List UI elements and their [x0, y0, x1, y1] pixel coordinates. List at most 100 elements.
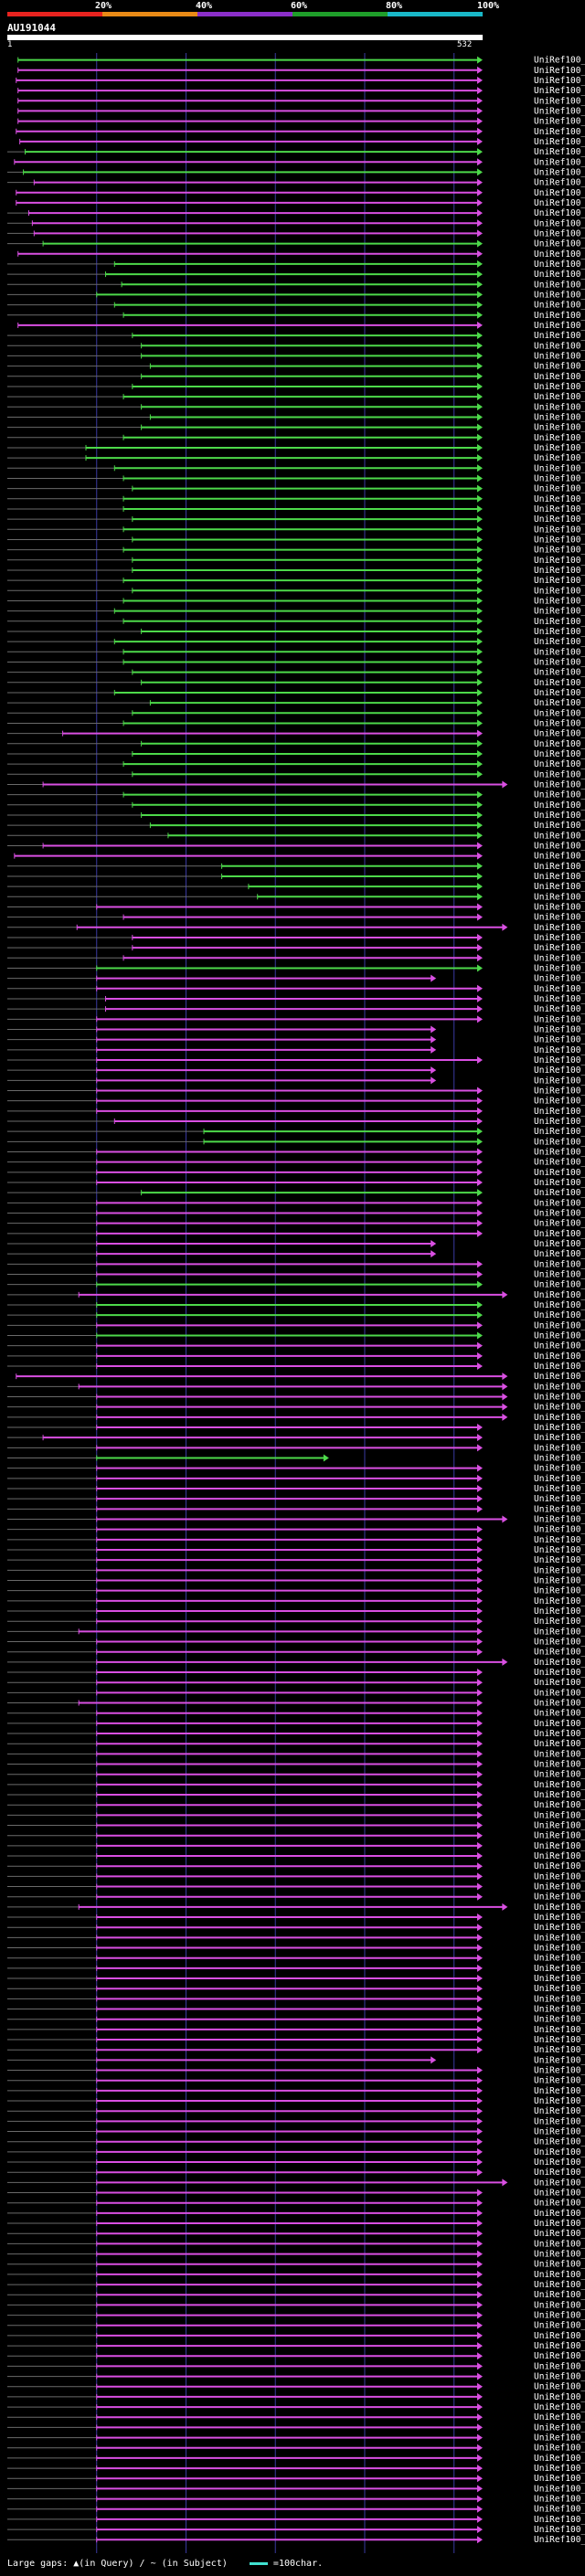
hit-row: UniRef100_A7SBH7 — [7, 2209, 585, 2219]
hit-arrow — [477, 1934, 483, 1942]
hit-arrow — [477, 1750, 483, 1758]
legend: Large gaps: ▲(in Query) / ~ (in Subject)… — [7, 2559, 323, 2570]
hit-arrow — [477, 382, 483, 390]
hit-arrow — [477, 1586, 483, 1595]
hit-label: UniRef100_C5LT09 — [534, 1688, 585, 1698]
hit-label: UniRef100_C4WSP9 — [534, 2361, 585, 2371]
hit-arrow — [477, 1596, 483, 1605]
hit-row: UniRef100_B9E004 — [7, 1709, 585, 1719]
hit-label: UniRef100_B8MWD6 — [534, 1229, 585, 1239]
hit-label: UniRef100_UP1000.. — [534, 311, 585, 321]
hit-label: UniRef100_B9E004 — [534, 1709, 585, 1719]
hit-arrow — [477, 1770, 483, 1778]
hit-label: UniRef100_C5GAM1 — [534, 1024, 585, 1034]
hit-arrow — [477, 249, 483, 258]
hit-arrow — [477, 2372, 483, 2380]
hit-row: UniRef100_UP1000.. — [7, 872, 585, 882]
hit-row: UniRef100_Q9VEP5 — [7, 2474, 585, 2484]
hit-arrow — [477, 229, 483, 238]
hit-arrow — [477, 1648, 483, 1656]
hit-label: UniRef100_A9TB69 — [534, 1586, 585, 1596]
hit-row: UniRef100_B5XFF3 — [7, 2321, 585, 2331]
hit-row: UniRef100_B6KEP3 — [16, 1372, 585, 1382]
hit-arrow — [477, 1087, 483, 1095]
hit-row: UniRef100_Q4P1B0 — [7, 790, 585, 800]
hit-row: UniRef100_Q29514 — [7, 423, 585, 433]
hit-row: UniRef100_Q4Z8P6 — [7, 1944, 585, 1954]
hit-arrow — [477, 883, 483, 891]
hit-label: UniRef100_UP1000.. — [534, 2300, 585, 2310]
hit-label: UniRef100_C0SG21 — [534, 974, 585, 984]
hit-arrow — [477, 1607, 483, 1616]
hit-row: UniRef100_C0PRX2 — [7, 688, 585, 698]
hit-arrow — [477, 2495, 483, 2503]
hit-row: UniRef100_B0X6E7 — [7, 1423, 585, 1433]
hit-row: UniRef100_A4D8D2 — [7, 2454, 585, 2464]
hit-arrow — [477, 739, 483, 747]
hit-arrow — [477, 443, 483, 451]
hit-label: UniRef100_Q7YIH6 — [534, 708, 585, 718]
hit-arrow — [477, 464, 483, 472]
hit-arrow — [477, 494, 483, 503]
hit-row: UniRef100_B6Q701 — [7, 953, 585, 963]
hit-row: UniRef100_C4WT28 — [7, 759, 585, 769]
hit-arrow — [477, 1229, 483, 1237]
hit-arrow — [477, 699, 483, 707]
hit-label: UniRef100_C0PRX2 — [534, 688, 585, 698]
hit-label: UniRef100_A0JE11 — [534, 2147, 585, 2157]
hit-row: UniRef100_UP1000.. — [7, 2106, 585, 2116]
hit-arrow — [477, 668, 483, 676]
hit-row: UniRef100_Q3UVY8 — [17, 96, 585, 106]
hit-label: UniRef100_A6J369 — [534, 607, 585, 617]
hit-arrow — [477, 1107, 483, 1115]
hit-label: UniRef100_UP1000.. — [534, 301, 585, 311]
hit-label: UniRef100_B6KJP6 — [534, 769, 585, 779]
hit-arrow — [477, 107, 483, 115]
legend-scale-swatch — [249, 2561, 268, 2565]
hit-arrow — [477, 504, 483, 513]
hit-arrow — [477, 239, 483, 248]
hit-label: UniRef100_C4WT28 — [534, 759, 585, 769]
hit-row: UniRef100_A9NZE5 — [7, 362, 585, 372]
hit-row: UniRef100_Q7QD36 — [7, 718, 585, 728]
hit-label: UniRef100_C0NQ37 — [534, 1045, 585, 1055]
hit-row: UniRef100_B4P888 — [7, 1464, 585, 1474]
hit-label: UniRef100_B0X6E7 — [534, 1423, 585, 1433]
hit-row: UniRef100_A1D3E1 — [7, 1168, 585, 1178]
hit-row: UniRef100_C3ZDD8 — [7, 280, 585, 290]
hit-label: UniRef100_C1GPQ1 — [534, 1004, 585, 1014]
hit-row: UniRef100_B4DM75 — [7, 178, 585, 188]
hit-row: UniRef100_Q0U7X6 — [7, 1239, 585, 1249]
hit-arrow — [477, 1892, 483, 1901]
hit-arrow — [477, 658, 483, 666]
hit-label: UniRef100_B3MJ01 — [534, 1362, 585, 1372]
hit-arrow — [477, 2352, 483, 2360]
hit-row: UniRef100_UP1000.. — [7, 2525, 585, 2535]
hit-row: UniRef100_B2B419 — [7, 1658, 585, 1668]
hit-row: UniRef100_C0SG21 — [7, 974, 585, 984]
hit-label: UniRef100_UP1000.. — [534, 2229, 585, 2239]
hit-label: UniRef100_C0S8N0 — [534, 994, 585, 1004]
hit-row: UniRef100_Q8L0H8 — [7, 1648, 585, 1658]
hit-label: UniRef100_B7FVR7 — [534, 841, 585, 851]
hit-row: UniRef100_B4FK54 — [7, 1454, 585, 1464]
hit-label: UniRef100_B8LVD7 — [534, 943, 585, 953]
hit-row: UniRef100_A9PFR9 — [7, 372, 585, 382]
scale-label-60: 60% — [291, 1, 308, 11]
hit-arrow — [502, 2178, 508, 2187]
hit-label: UniRef100_Q5ZL99 — [534, 2311, 585, 2321]
scale-label-100: 100% — [477, 1, 500, 11]
hit-label: UniRef100_B9SLJ5 — [534, 392, 585, 402]
hit-row: UniRef100_C5LIH4 — [7, 1290, 585, 1300]
hit-label: UniRef100_Q6GL21 — [534, 1790, 585, 1800]
hit-arrow — [477, 1689, 483, 1697]
hit-arrow — [477, 474, 483, 482]
hit-row: UniRef100_B8LVD7 — [7, 943, 585, 953]
hit-arrow — [477, 535, 483, 544]
hit-row: UniRef100_A4R2B8 — [7, 1678, 585, 1688]
hit-arrow — [477, 770, 483, 779]
hit-label: UniRef100_Q5DDM4 — [534, 117, 585, 127]
hit-label: UniRef100_B7FK44 — [534, 402, 585, 412]
hit-arrow — [477, 760, 483, 769]
hit-label: UniRef100_Q28BD0 — [534, 2116, 585, 2126]
